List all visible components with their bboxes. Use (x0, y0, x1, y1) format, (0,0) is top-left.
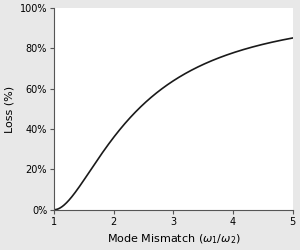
X-axis label: Mode Mismatch ($\omega_1/\omega_2$): Mode Mismatch ($\omega_1/\omega_2$) (106, 232, 240, 246)
Y-axis label: Loss (%): Loss (%) (4, 86, 14, 132)
